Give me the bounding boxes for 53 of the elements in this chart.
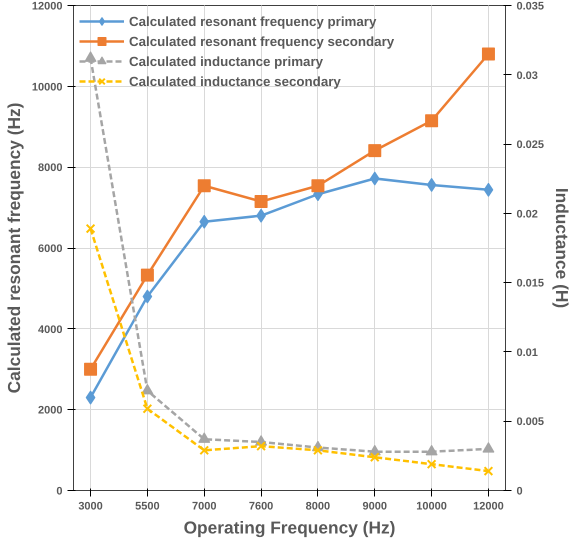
point — [425, 114, 438, 128]
y-tick-label: 6000 — [38, 243, 63, 255]
legend-label: Calculated inductance primary — [129, 54, 324, 68]
y-tick-label: 12000 — [32, 0, 63, 12]
point — [86, 224, 96, 234]
x-tick-label: 12000 — [473, 500, 504, 512]
point — [198, 179, 211, 192]
point — [426, 459, 436, 470]
legend-label: Calculated inductance secondary — [129, 74, 341, 88]
y2-tick-label: 0.005 — [516, 416, 544, 428]
x-tick-label: 3000 — [78, 500, 103, 512]
x-tick-label: 5500 — [135, 500, 160, 512]
y-tick-label: 10000 — [32, 81, 63, 94]
y2-tick-label: 0 — [516, 486, 523, 498]
point — [141, 384, 154, 394]
point — [370, 452, 380, 462]
point — [313, 445, 323, 456]
y2-axis-title: Inductance (H) — [552, 188, 572, 308]
point — [482, 442, 494, 453]
x-axis-title: Operating Frequency (Hz) — [184, 518, 396, 538]
point — [142, 404, 152, 414]
point — [142, 290, 152, 304]
y2-tick-label: 0.035 — [516, 0, 544, 12]
x-tick-label: 8000 — [306, 500, 330, 512]
point — [370, 171, 380, 186]
point — [84, 362, 98, 376]
x-tick-label: 10000 — [416, 500, 447, 512]
point — [311, 179, 324, 192]
y-axis-title: Calculated resonant frequency (Hz) — [4, 102, 24, 394]
y2-tick-label: 0.015 — [516, 278, 544, 290]
point — [426, 444, 438, 456]
point — [482, 48, 495, 60]
point — [198, 432, 210, 443]
x-tick-label: 9000 — [362, 500, 388, 512]
y-tick-label: 4000 — [38, 324, 63, 336]
legend-label: Calculated resonant frequency primary — [129, 14, 376, 28]
y2-tick-label: 0.02 — [516, 208, 538, 220]
y-tick-label: 8000 — [38, 162, 63, 174]
point — [199, 445, 210, 456]
y-tick-label: 0 — [56, 486, 63, 498]
point — [368, 144, 382, 158]
legend-label: Calculated resonant frequency secondary — [129, 34, 394, 48]
y2-tick-label: 0.01 — [516, 346, 538, 359]
point — [484, 466, 494, 476]
x-tick-label: 7000 — [192, 500, 216, 512]
x-tick-label: 7600 — [248, 500, 274, 512]
point — [254, 195, 268, 208]
y2-tick-label: 0.025 — [516, 139, 544, 152]
y-tick-label: 2000 — [38, 404, 63, 417]
point — [256, 441, 266, 452]
point — [199, 214, 210, 229]
y2-tick-label: 0.03 — [516, 70, 538, 82]
point — [140, 268, 154, 282]
